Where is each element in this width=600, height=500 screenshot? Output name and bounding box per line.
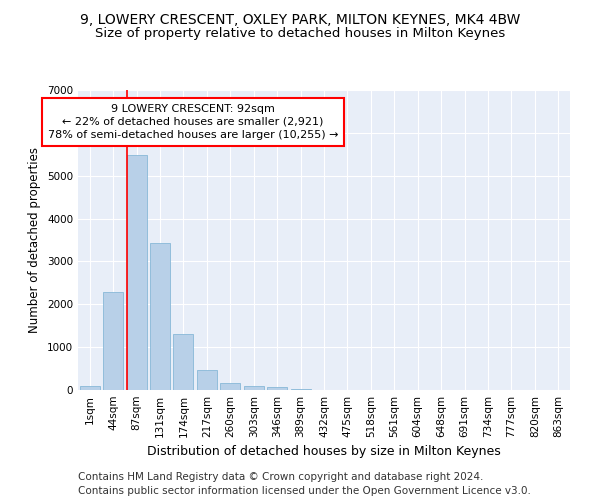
Text: 9, LOWERY CRESCENT, OXLEY PARK, MILTON KEYNES, MK4 4BW: 9, LOWERY CRESCENT, OXLEY PARK, MILTON K… [80,12,520,26]
Bar [150,243,170,390]
Bar [127,155,146,390]
Bar [173,334,193,390]
Bar [267,388,287,390]
X-axis label: Distribution of detached houses by size in Milton Keynes: Distribution of detached houses by size … [147,446,501,458]
Bar [244,386,263,390]
Text: Size of property relative to detached houses in Milton Keynes: Size of property relative to detached ho… [95,28,505,40]
Y-axis label: Number of detached properties: Number of detached properties [28,147,41,333]
Bar [80,386,100,390]
Bar [220,383,240,390]
Bar [103,292,123,390]
Text: Contains HM Land Registry data © Crown copyright and database right 2024.: Contains HM Land Registry data © Crown c… [78,472,484,482]
Bar [290,388,311,390]
Bar [197,370,217,390]
Text: Contains public sector information licensed under the Open Government Licence v3: Contains public sector information licen… [78,486,531,496]
Text: 9 LOWERY CRESCENT: 92sqm
← 22% of detached houses are smaller (2,921)
78% of sem: 9 LOWERY CRESCENT: 92sqm ← 22% of detach… [47,104,338,140]
